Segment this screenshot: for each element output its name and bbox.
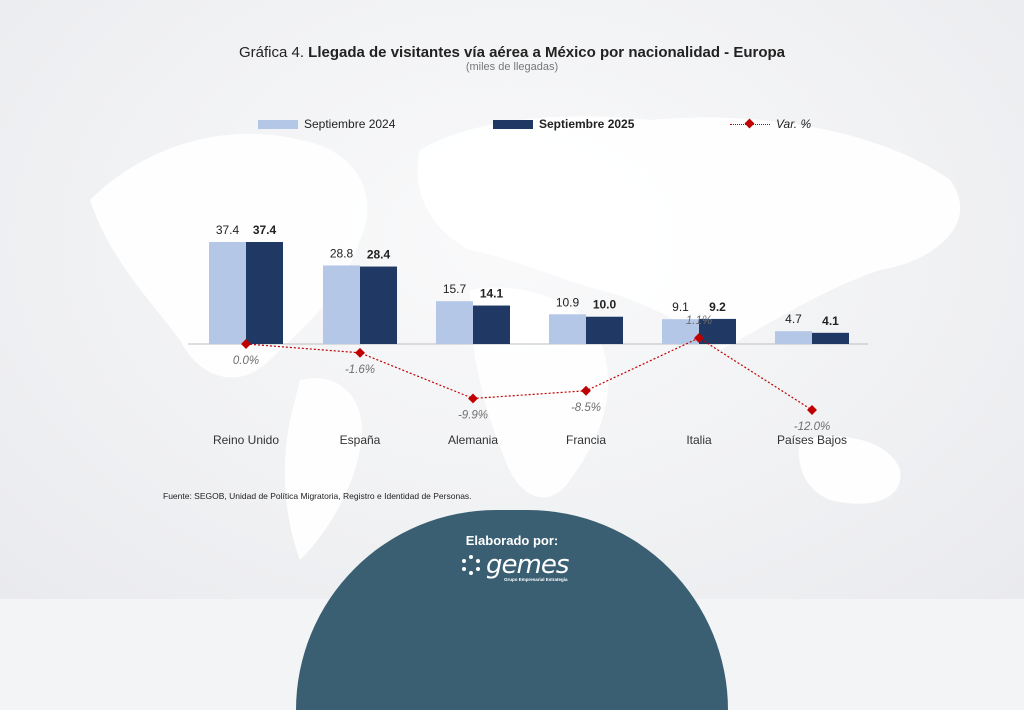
variation-label: 0.0%: [233, 355, 259, 367]
logo-dots-icon: [462, 555, 480, 575]
gemes-logo: gemes Grupo Empresarial Estrategia: [460, 550, 570, 586]
source-note: Fuente: SEGOB, Unidad de Política Migrat…: [163, 491, 472, 501]
data-label-series-b: 10.0: [593, 298, 617, 312]
bar-series-b: [246, 242, 283, 344]
category-label: Países Bajos: [777, 433, 847, 447]
legend-swatch-series-a: [258, 119, 298, 129]
legend-item-series-a: Septiembre 2024: [258, 117, 395, 131]
bar-series-b: [699, 318, 736, 344]
variation-marker: [807, 405, 817, 415]
variation-marker: [694, 333, 704, 343]
variation-label: -8.5%: [571, 402, 601, 414]
bar-series-b: [360, 266, 397, 344]
logo-tagline: Grupo Empresarial Estrategia: [504, 577, 568, 582]
legend-label-series-b: Septiembre 2025: [539, 117, 635, 131]
bar-series-a: [436, 301, 473, 344]
legend-item-var: Var. %: [730, 117, 811, 131]
category-label: Italia: [686, 433, 712, 447]
legend-item-series-b: Septiembre 2025: [493, 117, 634, 131]
variation-line: [245, 337, 813, 411]
chart-legend: Septiembre 2024 Septiembre 2025 Var. %: [0, 117, 1024, 135]
bar-series-a: [549, 314, 586, 344]
logo-text: gemes: [486, 550, 569, 580]
data-label-series-b: 9.2: [709, 300, 726, 314]
category-label: Francia: [566, 433, 606, 447]
data-label-series-b: 4.1: [822, 314, 839, 328]
chart-title-block: Gráfica 4. Llegada de visitantes vía aér…: [0, 44, 1024, 73]
bar-series-b: [473, 305, 510, 344]
variation-marker: [468, 393, 478, 404]
variation-marker: [581, 385, 591, 396]
data-label-series-a: 4.7: [785, 312, 802, 326]
variation-marker: [355, 347, 365, 358]
background: [0, 0, 1024, 599]
bar-chart: 37.4 37.4 Reino Unido 28.8 28.4 España 15.7 14.…: [188, 223, 868, 447]
legend-line-var: [730, 118, 770, 129]
data-label-series-a: 28.8: [330, 246, 354, 260]
variation-label: -12.0%: [794, 421, 830, 433]
data-label-series-a: 15.7: [443, 282, 467, 296]
footer-label: Elaborado por:: [465, 533, 559, 548]
bar-series-a: [323, 265, 360, 344]
variation-marker: [241, 339, 251, 349]
category-label: España: [340, 433, 381, 447]
bar-series-a: [775, 331, 812, 344]
bar-series-b: [812, 332, 849, 344]
category-label: Alemania: [448, 433, 498, 447]
bar-series-b: [586, 316, 623, 344]
chart-title-prefix: Gráfica 4.: [238, 44, 304, 61]
chart-title-main: Llegada de visitantes vía aérea a México…: [308, 44, 786, 61]
chart-subtitle: (miles de llegadas): [465, 61, 559, 73]
category-label: Reino Unido: [213, 433, 279, 447]
variation-label: 1.1%: [686, 315, 712, 327]
data-label-series-a: 9.1: [672, 300, 689, 314]
data-label-series-a: 10.9: [556, 295, 580, 309]
bar-series-a: [662, 319, 699, 344]
variation-label: -1.6%: [345, 364, 375, 376]
legend-label-var: Var. %: [776, 117, 812, 131]
legend-swatch-series-b: [493, 119, 533, 129]
data-label-series-b: 14.1: [480, 287, 504, 301]
variation-label: -9.9%: [458, 409, 488, 421]
bar-series-a: [209, 242, 246, 344]
data-label-series-b: 37.4: [253, 223, 277, 237]
data-label-series-b: 28.4: [367, 248, 391, 262]
chart-title: Gráfica 4. Llegada de visitantes vía aér…: [0, 44, 1024, 61]
legend-label-series-a: Septiembre 2024: [304, 117, 396, 131]
data-label-series-a: 37.4: [216, 223, 240, 237]
